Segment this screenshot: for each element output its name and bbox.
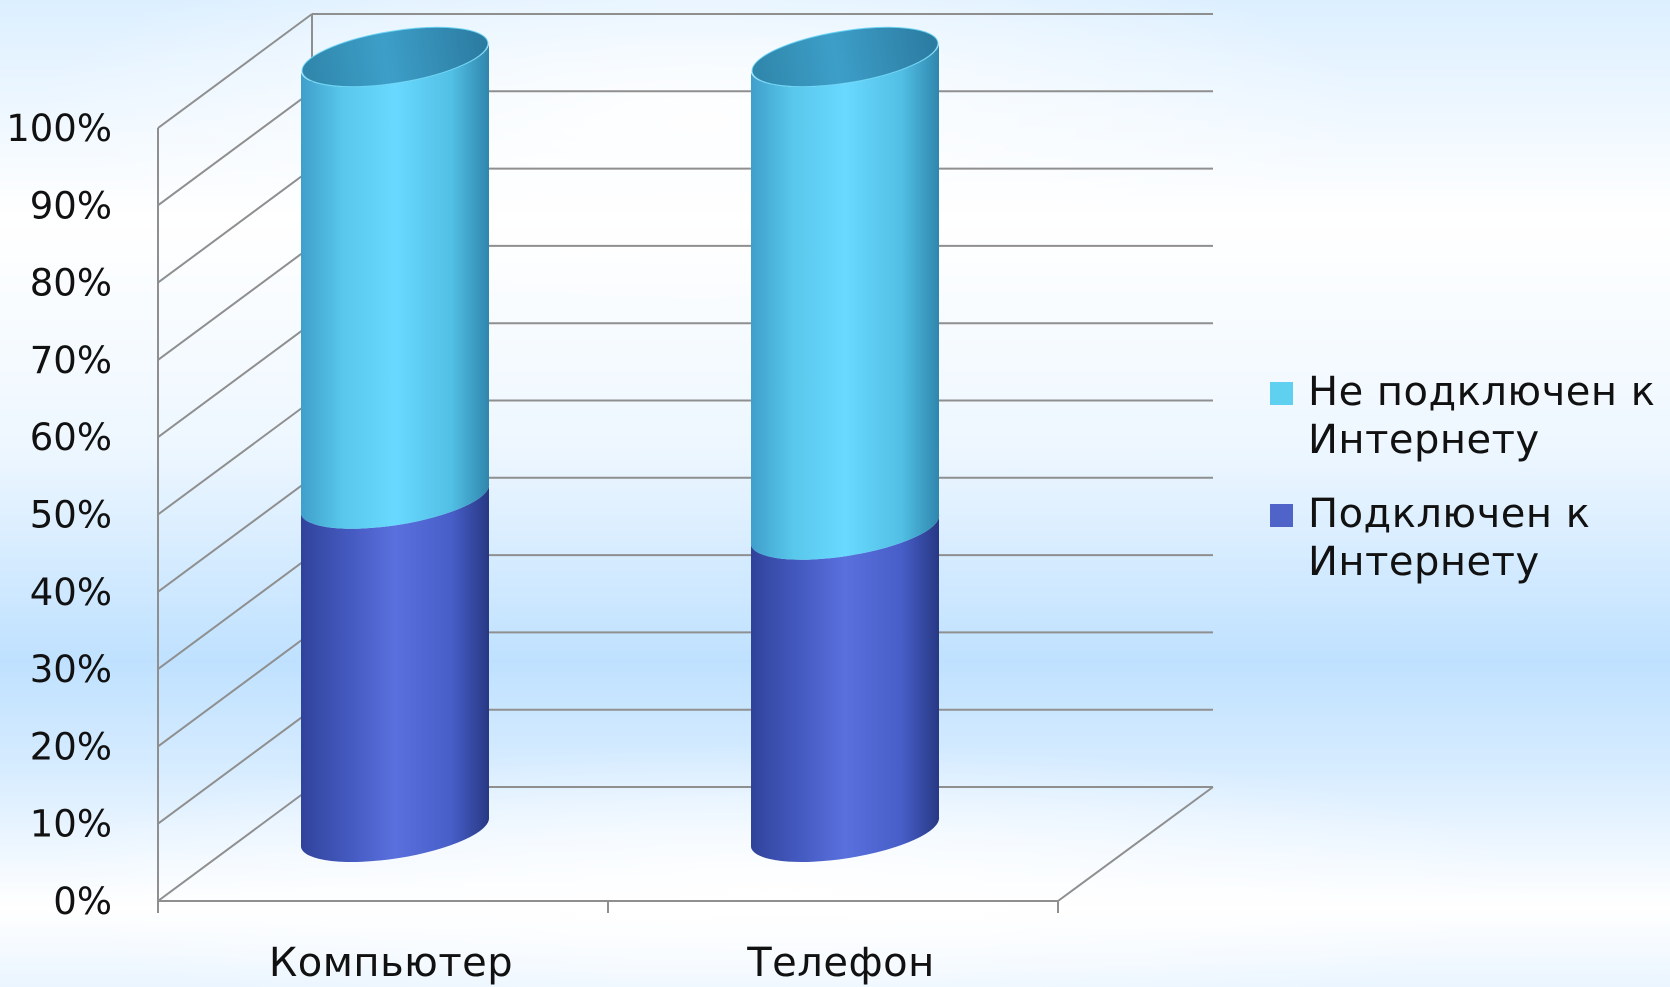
bar-not-connected: [751, 42, 940, 560]
legend-item-connected: Подключен к Интернету: [1270, 490, 1665, 586]
legend-item-not-connected: Не подключен к Интернету: [1270, 368, 1665, 464]
cylinder-1: [751, 26, 940, 862]
y-tick-label: 90%: [30, 184, 112, 227]
y-tick-label: 10%: [30, 803, 112, 846]
y-tick-label: 100%: [6, 107, 112, 150]
gridline-diagonal: [157, 631, 313, 748]
y-tick-label: 20%: [30, 725, 112, 768]
bar-connected: [301, 483, 490, 863]
legend-label-connected: Подключен к Интернету: [1308, 491, 1591, 585]
legend-swatch-connected: [1270, 504, 1293, 527]
y-tick-label: 50%: [30, 494, 112, 537]
bar-top-cap: [301, 26, 489, 88]
gridline-diagonal: [157, 90, 313, 207]
chart-bars: [301, 26, 940, 863]
gridline-diagonal: [157, 554, 313, 670]
gridline-diagonal: [157, 708, 313, 825]
gridline-diagonal: [157, 322, 313, 439]
bar-not-connected: [301, 42, 490, 529]
y-tick-label: 60%: [30, 416, 112, 459]
x-tick-label: Телефон: [746, 940, 935, 986]
gridline-diagonal: [157, 786, 313, 902]
y-tick-label: 40%: [30, 571, 112, 614]
x-tick-label: Компьютер: [269, 940, 513, 986]
y-tick-label: 30%: [30, 648, 112, 691]
gridline-diagonal: [157, 245, 313, 361]
chart-legend: Не подключен к Интернету Подключен к Инт…: [1270, 368, 1665, 612]
legend-label-not-connected: Не подключен к Интернету: [1308, 369, 1656, 463]
gridline-diagonal: [157, 476, 313, 593]
bar-connected: [751, 514, 940, 862]
legend-swatch-not-connected: [1270, 382, 1293, 405]
gridline-diagonal: [157, 399, 313, 516]
y-tick-label: 0%: [53, 880, 112, 923]
y-tick-label: 70%: [30, 339, 112, 382]
floor-right-edge: [1057, 786, 1214, 902]
chart-labels: 0% 10% 20% 30% 40% 50% 60% 70% 80% 90% 100% Компьют…: [6, 107, 935, 986]
y-tick-label: 80%: [30, 262, 112, 305]
cylinder-0: [301, 26, 490, 863]
bar-top-cap: [751, 26, 939, 88]
gridline-diagonal: [157, 167, 313, 284]
gridline-diagonal: [157, 13, 313, 129]
